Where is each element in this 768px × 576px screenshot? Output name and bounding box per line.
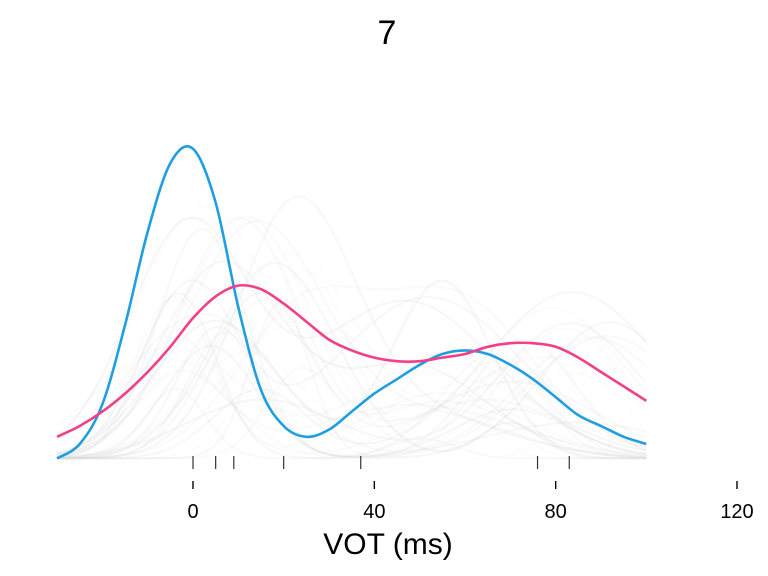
- background-density-line: [56, 216, 647, 457]
- x-axis-label: VOT (ms): [323, 528, 452, 561]
- background-density-line: [57, 291, 648, 460]
- highlight-density-curves: [56, 145, 648, 460]
- chart-title: 7: [378, 14, 397, 52]
- background-density-line: [56, 216, 647, 460]
- background-density-line: [56, 292, 647, 460]
- background-density-line: [57, 331, 647, 460]
- x-tick-label: 0: [187, 501, 198, 523]
- background-density-line: [56, 347, 647, 460]
- background-density-line: [56, 252, 647, 460]
- series-line-1: [56, 145, 647, 460]
- background-density-line: [56, 319, 647, 459]
- x-tick-label: 80: [545, 501, 567, 523]
- background-density-line: [56, 205, 647, 452]
- background-density-line: [56, 387, 647, 460]
- background-density-line: [57, 325, 647, 460]
- background-density-line: [56, 216, 647, 455]
- background-density-line: [56, 195, 647, 460]
- background-density-line: [57, 291, 647, 460]
- background-density-line: [56, 295, 647, 458]
- series-line-2: [56, 283, 648, 438]
- background-density-line: [56, 260, 647, 459]
- background-density-line: [56, 345, 647, 455]
- background-density-line: [57, 366, 647, 460]
- background-density-line: [56, 227, 647, 459]
- background-density-line: [56, 312, 647, 453]
- background-density-line: [56, 219, 647, 459]
- background-density-line: [56, 369, 647, 458]
- background-density-line: [56, 262, 647, 460]
- background-density-line: [57, 301, 647, 460]
- background-density-line: [56, 279, 647, 456]
- x-tick-label: 120: [720, 501, 753, 523]
- background-density-line: [57, 269, 647, 460]
- x-axis: 0 40 80 120: [187, 481, 754, 523]
- background-density-line: [56, 321, 647, 459]
- rug-ticks: [192, 456, 570, 469]
- background-density-line: [56, 335, 647, 458]
- background-density-curves: [56, 195, 648, 460]
- x-tick-label: 40: [363, 501, 385, 523]
- background-density-line: [56, 295, 648, 459]
- background-density-line: [56, 285, 647, 460]
- background-density-line: [57, 329, 648, 460]
- background-density-line: [56, 322, 648, 459]
